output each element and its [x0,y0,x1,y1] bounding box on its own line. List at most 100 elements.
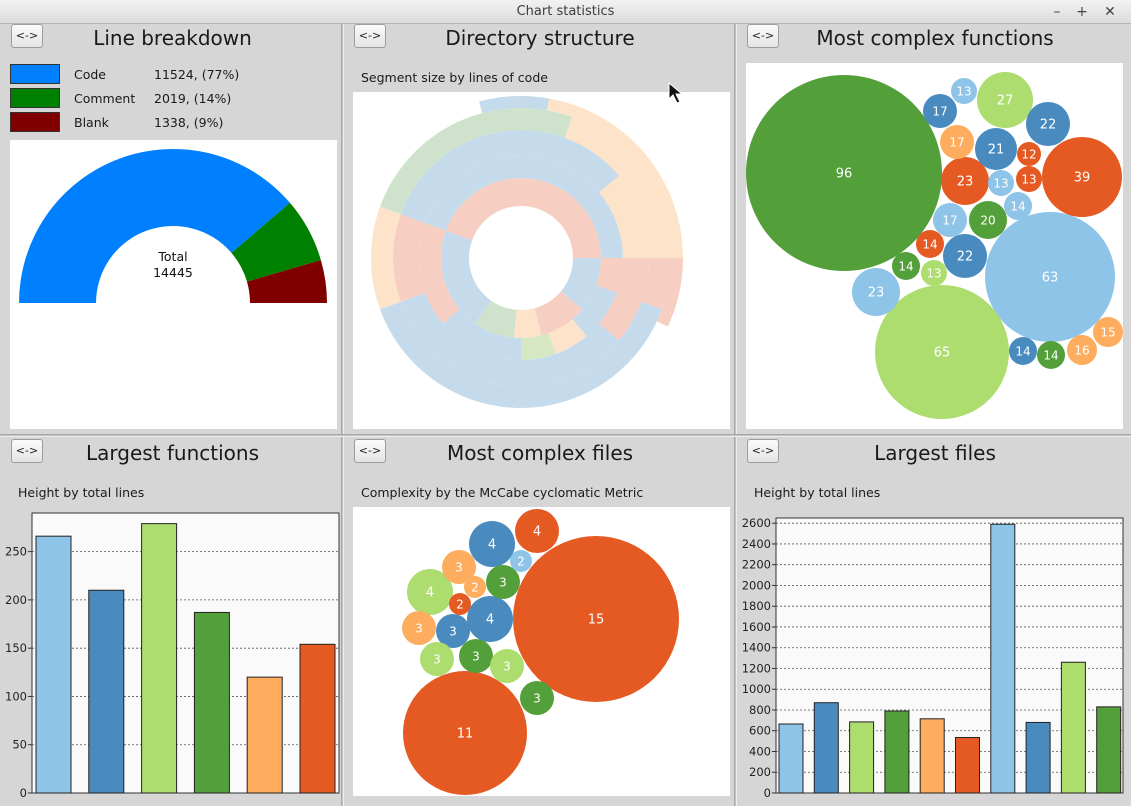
bubble[interactable]: 4 [469,521,515,567]
bubble[interactable]: 14 [1009,337,1037,365]
sunburst-segment[interactable] [479,96,550,114]
bubble-circle[interactable] [515,509,559,553]
bubble[interactable]: 20 [969,201,1007,239]
bubble-circle[interactable] [923,94,957,128]
bar-4[interactable] [193,611,230,794]
bubble-circle[interactable] [1004,192,1032,220]
bubble[interactable]: 15 [513,536,679,702]
bubble[interactable]: 16 [1067,335,1097,365]
bar-3[interactable] [849,721,875,794]
bubble-circle[interactable] [988,170,1014,196]
sunburst-segment[interactable] [380,108,573,215]
bubble-circle[interactable] [510,550,532,572]
sunburst-segment[interactable] [560,258,601,310]
panel-splitter-middle[interactable] [0,434,1131,437]
bubble-circle[interactable] [520,681,554,715]
bubble[interactable]: 14 [892,252,920,280]
bubble-circle[interactable] [407,569,453,615]
bubble-circle[interactable] [486,565,520,599]
bubble-circle[interactable] [1093,317,1123,347]
sunburst-segment[interactable] [599,258,649,341]
bubble[interactable]: 2 [449,593,471,615]
bubble[interactable]: 4 [515,509,559,553]
bubble-circle[interactable] [977,72,1033,128]
bubble-circle[interactable] [975,128,1017,170]
bubble[interactable]: 14 [916,230,944,258]
bubble-circle[interactable] [875,285,1009,419]
sunburst-segment[interactable] [371,206,401,310]
bubble-circle[interactable] [985,212,1115,342]
bubble[interactable]: 4 [407,569,453,615]
swap-button-complex-functions[interactable]: <-> [747,24,779,48]
bubble-circle[interactable] [969,201,1007,239]
minimize-button[interactable]: – [1053,4,1061,20]
sunburst-segment[interactable] [419,223,460,324]
sunburst-segment[interactable] [400,292,620,386]
bar-4[interactable] [884,710,910,794]
bubble[interactable]: 3 [459,639,493,673]
bubble-circle[interactable] [916,230,944,258]
bubble[interactable]: 23 [941,157,989,205]
panel-splitter-right[interactable] [734,24,737,806]
sunburst-segment[interactable] [548,319,587,354]
bubble[interactable]: 13 [951,78,977,104]
bubble[interactable]: 3 [486,565,520,599]
bubble[interactable]: 22 [943,234,987,278]
bar-1[interactable] [778,723,804,794]
bar-5[interactable] [246,676,283,794]
bubble[interactable]: 23 [852,268,900,316]
bubble[interactable]: 13 [1016,166,1042,192]
sunburst-segment[interactable] [393,214,426,302]
bar-1[interactable] [35,535,72,794]
bar-6[interactable] [955,736,980,794]
bubble[interactable]: 3 [436,614,470,648]
bar-8[interactable] [1025,721,1051,794]
bubble-circle[interactable] [1067,335,1097,365]
bubble[interactable]: 3 [490,649,524,683]
bubble-circle[interactable] [403,671,527,795]
bubble[interactable]: 17 [940,125,974,159]
bar-3[interactable] [141,523,178,794]
sunburst-segment[interactable] [442,309,521,360]
sunburst-segment[interactable] [596,258,623,293]
maximize-button[interactable]: + [1076,4,1088,20]
bubble[interactable]: 14 [1037,341,1065,369]
sunburst-segment[interactable] [441,230,492,324]
sunburst-segment[interactable] [380,301,596,409]
bubble[interactable]: 65 [875,285,1009,419]
sunburst-segment[interactable] [521,333,556,360]
bubble-circle[interactable] [513,536,679,702]
sunburst-segment[interactable] [585,301,662,388]
bubble[interactable]: 17 [933,203,967,237]
bubble-circle[interactable] [951,78,977,104]
bubble-circle[interactable] [1009,337,1037,365]
bubble-circle[interactable] [436,614,470,648]
sunburst-segment[interactable] [656,258,683,327]
bubble[interactable]: 63 [985,212,1115,342]
bubble-circle[interactable] [442,550,476,584]
sunburst-segment[interactable] [400,130,620,224]
bubble[interactable]: 17 [923,94,957,128]
bubble[interactable]: 3 [420,642,454,676]
bubble[interactable]: 96 [746,75,942,271]
bubble-circle[interactable] [941,157,989,205]
bubble[interactable]: 14 [1004,192,1032,220]
bar-5[interactable] [919,718,945,794]
bubble[interactable]: 13 [988,170,1014,196]
bar-2[interactable] [88,589,125,794]
bubble[interactable]: 2 [510,550,532,572]
sunburst-segment[interactable] [641,258,671,310]
bubble[interactable]: 11 [403,671,527,795]
bubble[interactable]: 4 [467,596,513,642]
bar-10[interactable] [1096,706,1122,794]
sunburst-segment[interactable] [445,177,601,258]
swap-button-largest-files[interactable]: <-> [747,439,779,463]
bar-9[interactable] [1060,661,1086,794]
bubble-circle[interactable] [892,252,920,280]
bubble-circle[interactable] [420,642,454,676]
bubble-circle[interactable] [921,260,947,286]
bubble[interactable]: 12 [1017,142,1041,166]
bubble[interactable]: 13 [921,260,947,286]
bubble[interactable]: 39 [1042,137,1122,217]
sunburst-segment[interactable] [534,291,583,336]
